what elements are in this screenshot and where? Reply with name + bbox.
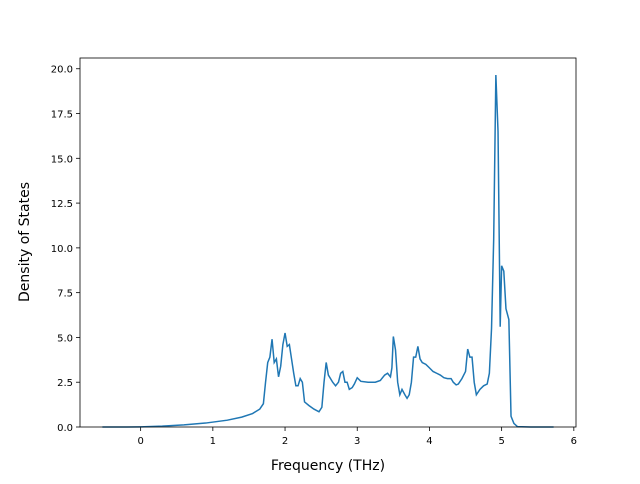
y-axis-label: Density of States: [17, 182, 33, 302]
x-tick-label: 6: [571, 436, 577, 447]
line: [102, 74, 554, 428]
plot-frame: [79, 57, 577, 428]
x-tick-label: 2: [282, 436, 288, 447]
y-tick-label: 2.5: [57, 378, 73, 389]
y-tick-label: 10.0: [51, 244, 73, 255]
y-tick-label: 17.5: [51, 110, 73, 121]
y-tick-label: 0.0: [57, 423, 73, 434]
x-tick-label: 5: [498, 436, 504, 447]
x-tick-label: 4: [426, 436, 432, 447]
x-axis-label: Frequency (THz): [271, 458, 385, 474]
y-tick-label: 7.5: [57, 289, 73, 300]
x-tick-label: 1: [210, 436, 216, 447]
y-tick-label: 5.0: [57, 333, 73, 344]
y-tick-label: 15.0: [51, 154, 73, 165]
y-tick-label: 20.0: [51, 65, 73, 76]
x-tick-label: 0: [137, 436, 143, 447]
x-tick-label: 3: [354, 436, 360, 447]
y-tick-label: 12.5: [51, 199, 73, 210]
